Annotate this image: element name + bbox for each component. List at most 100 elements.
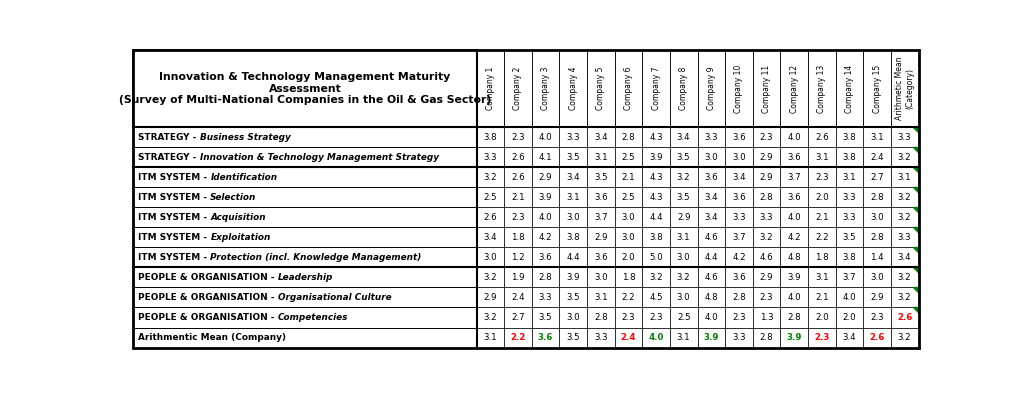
Bar <box>725 167 753 187</box>
Text: 3.3: 3.3 <box>898 233 911 242</box>
Text: 2.7: 2.7 <box>511 313 524 322</box>
Bar <box>670 327 697 348</box>
Bar <box>642 327 670 348</box>
Bar <box>642 268 670 288</box>
Bar <box>780 307 808 327</box>
Text: 3.2: 3.2 <box>898 193 911 202</box>
Text: Arithmentic Mean (Company): Arithmentic Mean (Company) <box>138 333 286 342</box>
Bar <box>725 147 753 167</box>
Text: 3.1: 3.1 <box>815 273 828 282</box>
Text: 4.6: 4.6 <box>705 273 718 282</box>
Text: 4.4: 4.4 <box>705 253 718 262</box>
Text: 3.9: 3.9 <box>787 273 801 282</box>
Bar <box>133 307 476 327</box>
Text: 2.6: 2.6 <box>511 173 524 182</box>
Text: 3.6: 3.6 <box>594 193 607 202</box>
Text: 2.3: 2.3 <box>732 313 745 322</box>
Text: Competencies: Competencies <box>278 313 348 322</box>
Text: 3.6: 3.6 <box>787 152 801 162</box>
Text: Business Strategy: Business Strategy <box>200 132 291 141</box>
Bar <box>614 307 642 327</box>
Text: Company 13: Company 13 <box>817 65 826 113</box>
Bar <box>476 247 504 268</box>
Bar <box>614 227 642 247</box>
Bar <box>670 207 697 227</box>
Bar <box>697 327 725 348</box>
Text: 3.0: 3.0 <box>732 152 745 162</box>
Bar <box>587 147 614 167</box>
Bar <box>808 268 836 288</box>
Text: 3.0: 3.0 <box>566 213 580 222</box>
Text: ITM SYSTEM -: ITM SYSTEM - <box>138 213 210 222</box>
Text: 3.5: 3.5 <box>566 293 580 302</box>
Bar <box>780 288 808 307</box>
Text: 3.2: 3.2 <box>483 273 497 282</box>
Text: 4.2: 4.2 <box>539 233 552 242</box>
Text: 3.0: 3.0 <box>677 293 690 302</box>
Bar <box>863 147 891 167</box>
Text: 3.1: 3.1 <box>898 173 911 182</box>
Text: 1.3: 1.3 <box>760 313 773 322</box>
Text: Identification: Identification <box>210 173 278 182</box>
Text: Company 14: Company 14 <box>845 65 854 113</box>
Bar <box>808 247 836 268</box>
Text: 2.6: 2.6 <box>815 132 828 141</box>
Bar <box>587 167 614 187</box>
Bar <box>891 147 919 167</box>
Bar <box>559 268 587 288</box>
Text: 2.8: 2.8 <box>760 333 773 342</box>
Bar <box>891 167 919 187</box>
Bar <box>133 227 476 247</box>
Text: 2.6: 2.6 <box>897 313 912 322</box>
Bar <box>780 187 808 207</box>
Text: 1.8: 1.8 <box>815 253 828 262</box>
Text: 3.7: 3.7 <box>843 273 856 282</box>
Bar <box>836 288 863 307</box>
Text: 3.6: 3.6 <box>538 333 553 342</box>
Text: 3.5: 3.5 <box>594 173 607 182</box>
Bar <box>531 147 559 167</box>
Bar <box>614 288 642 307</box>
Text: 4.3: 4.3 <box>649 173 663 182</box>
Text: 3.3: 3.3 <box>760 213 773 222</box>
Bar <box>531 327 559 348</box>
Text: 3.4: 3.4 <box>843 333 856 342</box>
Bar <box>614 147 642 167</box>
Polygon shape <box>913 207 919 213</box>
Bar <box>753 167 780 187</box>
Text: 3.8: 3.8 <box>843 132 856 141</box>
Bar <box>697 227 725 247</box>
Bar <box>642 167 670 187</box>
Bar <box>863 327 891 348</box>
Bar <box>808 288 836 307</box>
Bar <box>587 227 614 247</box>
Text: 3.1: 3.1 <box>566 193 580 202</box>
Bar <box>642 227 670 247</box>
Bar <box>133 127 476 147</box>
Bar <box>891 268 919 288</box>
Bar <box>559 288 587 307</box>
Text: Company 1: Company 1 <box>485 67 495 110</box>
Bar <box>504 307 531 327</box>
Text: 3.3: 3.3 <box>566 132 580 141</box>
Text: 3.0: 3.0 <box>566 313 580 322</box>
Bar <box>476 207 504 227</box>
Bar <box>836 127 863 147</box>
Bar <box>725 247 753 268</box>
Text: STRATEGY -: STRATEGY - <box>138 132 200 141</box>
Bar <box>642 187 670 207</box>
Bar <box>725 307 753 327</box>
Bar <box>587 127 614 147</box>
Bar <box>642 247 670 268</box>
Bar <box>587 207 614 227</box>
Bar <box>642 127 670 147</box>
Text: PEOPLE & ORGANISATION -: PEOPLE & ORGANISATION - <box>138 313 278 322</box>
Bar <box>587 247 614 268</box>
Bar <box>836 50 863 127</box>
Bar <box>642 50 670 127</box>
Text: 3.0: 3.0 <box>870 273 884 282</box>
Text: 3.2: 3.2 <box>677 273 690 282</box>
Bar <box>670 307 697 327</box>
Bar <box>808 227 836 247</box>
Text: 2.9: 2.9 <box>483 293 497 302</box>
